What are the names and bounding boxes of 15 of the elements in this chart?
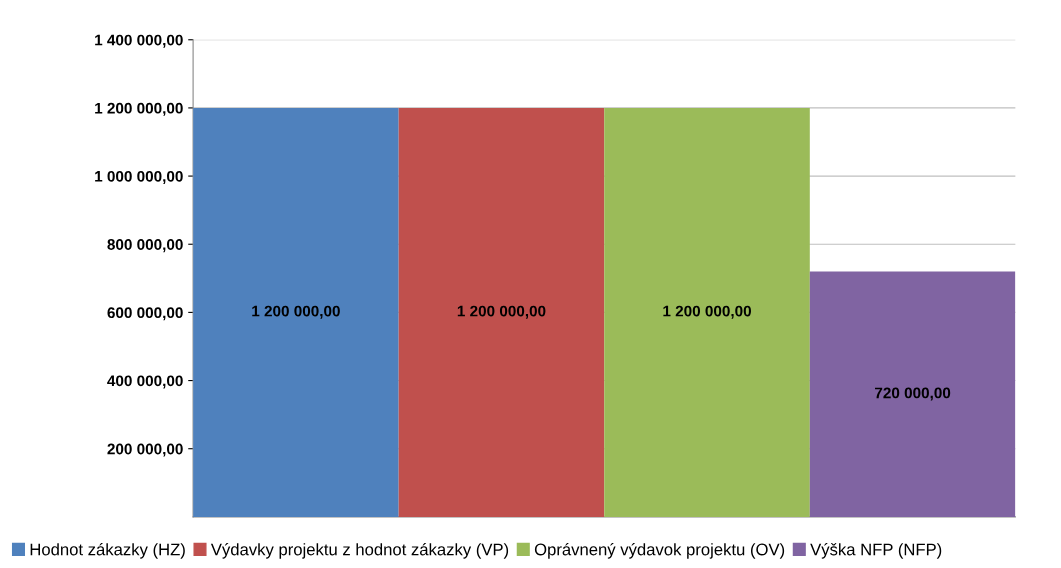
data-label: 720 000,00	[875, 387, 951, 401]
y-tick-label: 1 400 000,00	[95, 34, 183, 48]
y-tick-label: 1 200 000,00	[95, 102, 183, 116]
y-tick-label: 800 000,00	[107, 239, 183, 253]
legend-label: Výdavky projektu z hodnot zákazky (VP)	[210, 542, 509, 559]
y-tick-label: 1 000 000,00	[95, 170, 183, 184]
y-tick-label: 200 000,00	[107, 443, 183, 457]
data-label: 1 200 000,00	[457, 305, 546, 319]
data-label: 1 200 000,00	[252, 305, 340, 319]
legend-label: Výška NFP (NFP)	[810, 542, 942, 559]
data-label: 1 200 000,00	[663, 305, 751, 319]
y-tick-label: 600 000,00	[107, 307, 183, 321]
y-tick-label: 400 000,00	[107, 375, 183, 389]
legend-label: Oprávnený výdavok projektu (OV)	[534, 542, 785, 559]
legend-label: Hodnot zákazky (HZ)	[30, 542, 185, 559]
